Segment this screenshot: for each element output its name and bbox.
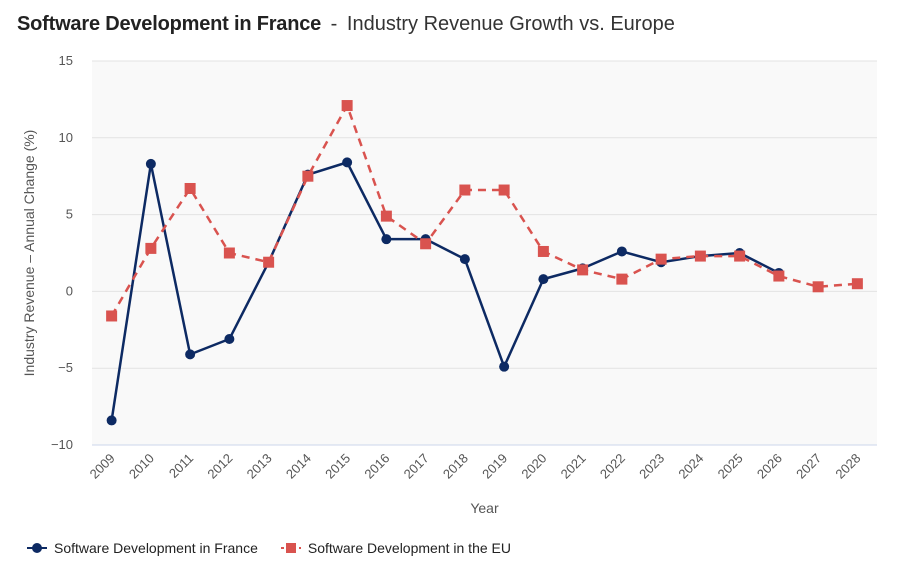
data-point xyxy=(538,274,549,285)
series-eu xyxy=(106,100,863,322)
x-axis-title: Year xyxy=(470,500,499,516)
x-axis-ticks: 2009 2010 2011 2012 2013 2014 2015 2016 2017 2018… xyxy=(87,451,864,482)
x-tick-label: 2009 xyxy=(87,451,118,482)
legend-item-eu[interactable]: Software Development in the EU xyxy=(280,540,511,556)
data-point xyxy=(459,184,471,196)
data-point xyxy=(185,349,196,360)
x-tick-label: 2024 xyxy=(675,451,706,482)
y-tick-label: 15 xyxy=(59,53,73,68)
data-point xyxy=(420,238,432,250)
data-point xyxy=(498,184,510,196)
data-point xyxy=(106,310,118,322)
x-tick-label: 2017 xyxy=(401,451,432,482)
data-point xyxy=(616,273,628,285)
x-tick-label: 2022 xyxy=(597,451,628,482)
data-point xyxy=(655,253,667,265)
y-axis-ticks: −10 −5 0 5 10 15 xyxy=(51,53,73,452)
data-point xyxy=(145,242,157,254)
x-tick-label: 2025 xyxy=(715,451,746,482)
chart-title-main: Software Development in France xyxy=(17,13,322,35)
x-tick-label: 2023 xyxy=(636,451,667,482)
y-tick-label: 0 xyxy=(66,283,73,298)
y-tick-label: −5 xyxy=(58,360,73,375)
data-point xyxy=(341,100,353,112)
x-tick-label: 2027 xyxy=(793,451,824,482)
legend-label-france: Software Development in France xyxy=(54,540,258,556)
chart-title-separator: - xyxy=(330,13,338,35)
data-point xyxy=(224,334,235,345)
line-chart: −10 −5 0 5 10 15 2009 2010 2011 2012 2013 2014 2015… xyxy=(21,53,877,516)
data-point xyxy=(734,250,746,262)
y-axis-title: Industry Revenue – Annual Change (%) xyxy=(21,130,37,377)
data-point xyxy=(773,270,785,282)
x-tick-label: 2012 xyxy=(204,451,235,482)
x-tick-label: 2018 xyxy=(440,451,471,482)
y-tick-label: 10 xyxy=(59,130,73,145)
x-tick-label: 2016 xyxy=(361,451,392,482)
chart-subtitle: Industry Revenue Growth vs. Europe xyxy=(346,13,675,35)
legend-label-eu: Software Development in the EU xyxy=(307,540,511,556)
x-tick-label: 2013 xyxy=(244,451,275,482)
gridlines xyxy=(92,60,877,369)
data-point xyxy=(302,170,314,182)
series-group xyxy=(106,100,863,426)
data-point xyxy=(812,281,824,293)
data-point xyxy=(184,182,196,194)
data-point xyxy=(263,256,275,268)
legend: Software Development in France Software … xyxy=(26,540,533,556)
data-point xyxy=(851,278,863,290)
x-tick-label: 2020 xyxy=(518,451,549,482)
series-line xyxy=(110,104,858,317)
data-point xyxy=(499,361,510,372)
x-tick-label: 2011 xyxy=(166,451,196,481)
data-point xyxy=(145,158,156,169)
series-line xyxy=(110,161,780,421)
data-point xyxy=(106,415,117,426)
x-tick-label: 2010 xyxy=(126,451,157,482)
x-tick-label: 2028 xyxy=(832,451,863,482)
data-point xyxy=(223,247,235,259)
x-tick-label: 2019 xyxy=(479,451,510,482)
chart-title: Software Development in France - Industr… xyxy=(17,13,675,36)
data-point xyxy=(537,245,549,257)
data-point xyxy=(342,157,353,168)
y-tick-label: 5 xyxy=(66,207,73,222)
plot-background xyxy=(92,61,877,445)
data-point xyxy=(380,210,392,222)
data-point xyxy=(694,250,706,262)
x-tick-label: 2021 xyxy=(558,451,589,482)
legend-item-france[interactable]: Software Development in France xyxy=(26,540,258,556)
data-point xyxy=(459,254,470,265)
data-point xyxy=(577,264,589,276)
x-tick-label: 2014 xyxy=(283,451,314,482)
legend-square-marker-icon xyxy=(280,543,301,553)
y-tick-label: −10 xyxy=(51,437,73,452)
data-point xyxy=(381,234,392,245)
x-tick-label: 2026 xyxy=(754,451,785,482)
legend-circle-marker-icon xyxy=(27,543,47,553)
x-tick-label: 2015 xyxy=(322,451,353,482)
data-point xyxy=(616,246,627,257)
